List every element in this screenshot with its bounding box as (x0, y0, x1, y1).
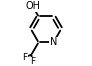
Text: N: N (50, 37, 57, 47)
Text: F: F (22, 53, 27, 62)
Text: OH: OH (25, 1, 40, 11)
Text: F: F (30, 57, 35, 66)
